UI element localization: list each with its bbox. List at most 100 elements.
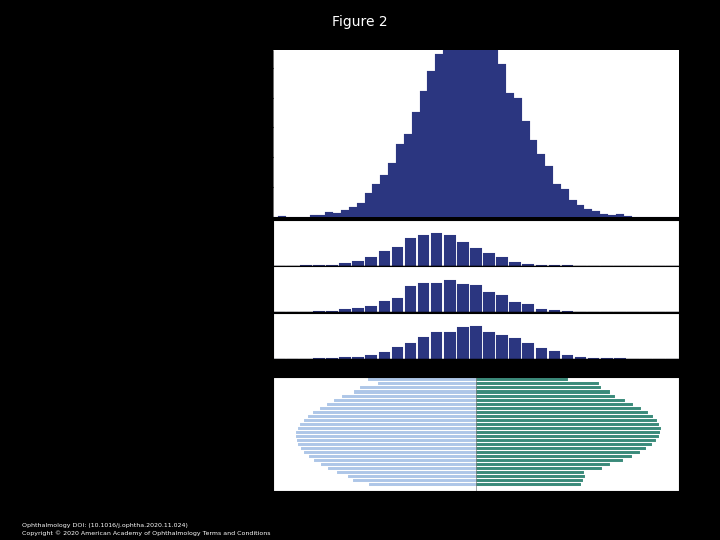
Y-axis label: Frequency (%)
Per trial: Frequency (%) Per trial [249, 321, 257, 350]
Bar [496, 335, 508, 359]
Bar [334, 399, 476, 402]
Bar [467, 23, 474, 217]
Bar [404, 134, 412, 217]
Bar [457, 284, 469, 312]
Bar [476, 435, 659, 438]
Bar [354, 390, 476, 394]
Bar [326, 265, 338, 266]
Bar [476, 407, 642, 410]
Bar [470, 248, 482, 266]
Bar [443, 40, 451, 217]
Bar [476, 382, 598, 386]
Bar [313, 410, 476, 414]
Bar [510, 262, 521, 266]
Text: B: B [243, 207, 250, 217]
Bar [476, 451, 640, 454]
Text: C: C [243, 366, 250, 375]
Bar [313, 265, 325, 266]
Bar [300, 447, 476, 450]
Bar [356, 203, 364, 217]
Bar [569, 200, 577, 217]
Bar [309, 455, 476, 458]
Bar [537, 154, 545, 217]
Bar [341, 210, 349, 217]
Bar [405, 238, 416, 266]
Bar [553, 184, 561, 217]
Text: Copyright © 2020 American Academy of Ophthalmology Terms and Conditions: Copyright © 2020 American Academy of Oph… [22, 530, 270, 536]
Bar [457, 327, 469, 359]
Bar [420, 91, 428, 217]
Bar [342, 395, 476, 397]
Bar [476, 447, 647, 450]
Bar [418, 283, 429, 312]
Y-axis label: Other
ophthalmopathy: Other ophthalmopathy [683, 269, 693, 309]
Bar [476, 431, 660, 434]
Bar [536, 265, 547, 266]
Bar [476, 390, 610, 394]
Bar [379, 251, 390, 266]
Bar [436, 54, 443, 217]
Bar [352, 356, 364, 359]
Bar [483, 253, 495, 266]
Bar [298, 443, 476, 446]
Bar [366, 256, 377, 266]
Bar [352, 261, 364, 266]
Bar [483, 292, 495, 312]
Bar [529, 140, 537, 217]
Text: A: A [243, 38, 250, 47]
Bar [368, 379, 476, 381]
Bar [388, 163, 396, 217]
Bar [379, 352, 390, 359]
Bar [297, 439, 476, 442]
Bar [297, 431, 476, 434]
Bar [470, 326, 482, 359]
Bar [392, 247, 403, 266]
Bar [380, 174, 388, 217]
Bar [338, 471, 476, 474]
Bar [476, 374, 583, 377]
Bar [577, 205, 585, 217]
Bar [476, 399, 625, 402]
Bar [418, 338, 429, 359]
Bar [444, 332, 456, 359]
Bar [545, 166, 553, 217]
Bar [313, 311, 325, 312]
Bar [304, 418, 476, 422]
Bar [476, 410, 648, 414]
Bar [428, 71, 436, 217]
Bar [348, 475, 476, 478]
Bar [405, 286, 416, 312]
Bar [523, 343, 534, 359]
Bar [510, 338, 521, 359]
Bar [536, 348, 547, 359]
Bar [575, 357, 586, 359]
Y-axis label: Frequency: Frequency [251, 117, 256, 150]
Bar [328, 467, 476, 470]
Bar [476, 439, 656, 442]
Bar [510, 302, 521, 312]
Bar [314, 459, 476, 462]
Bar [476, 379, 568, 381]
Bar [506, 93, 514, 217]
Bar [522, 120, 529, 217]
Bar [378, 382, 476, 386]
Bar [310, 215, 318, 217]
Bar [496, 295, 508, 312]
Bar [300, 423, 476, 426]
Bar [476, 467, 601, 470]
Bar [444, 235, 456, 266]
Bar [349, 207, 356, 217]
Bar [593, 211, 600, 217]
Bar [339, 357, 351, 359]
Bar [476, 480, 583, 482]
Bar [474, 26, 482, 217]
Bar [459, 28, 467, 217]
Text: Figure 2: Figure 2 [332, 15, 388, 29]
Bar [588, 357, 600, 359]
Y-axis label: 4+ Study AMD: 4+ Study AMD [683, 225, 688, 261]
Y-axis label: GHR-AMD: GHR-AMD [683, 324, 688, 348]
Bar [561, 189, 569, 217]
X-axis label: Total AMD risk score: Total AMD risk score [444, 229, 508, 234]
Bar [318, 215, 325, 217]
Bar [412, 112, 420, 217]
